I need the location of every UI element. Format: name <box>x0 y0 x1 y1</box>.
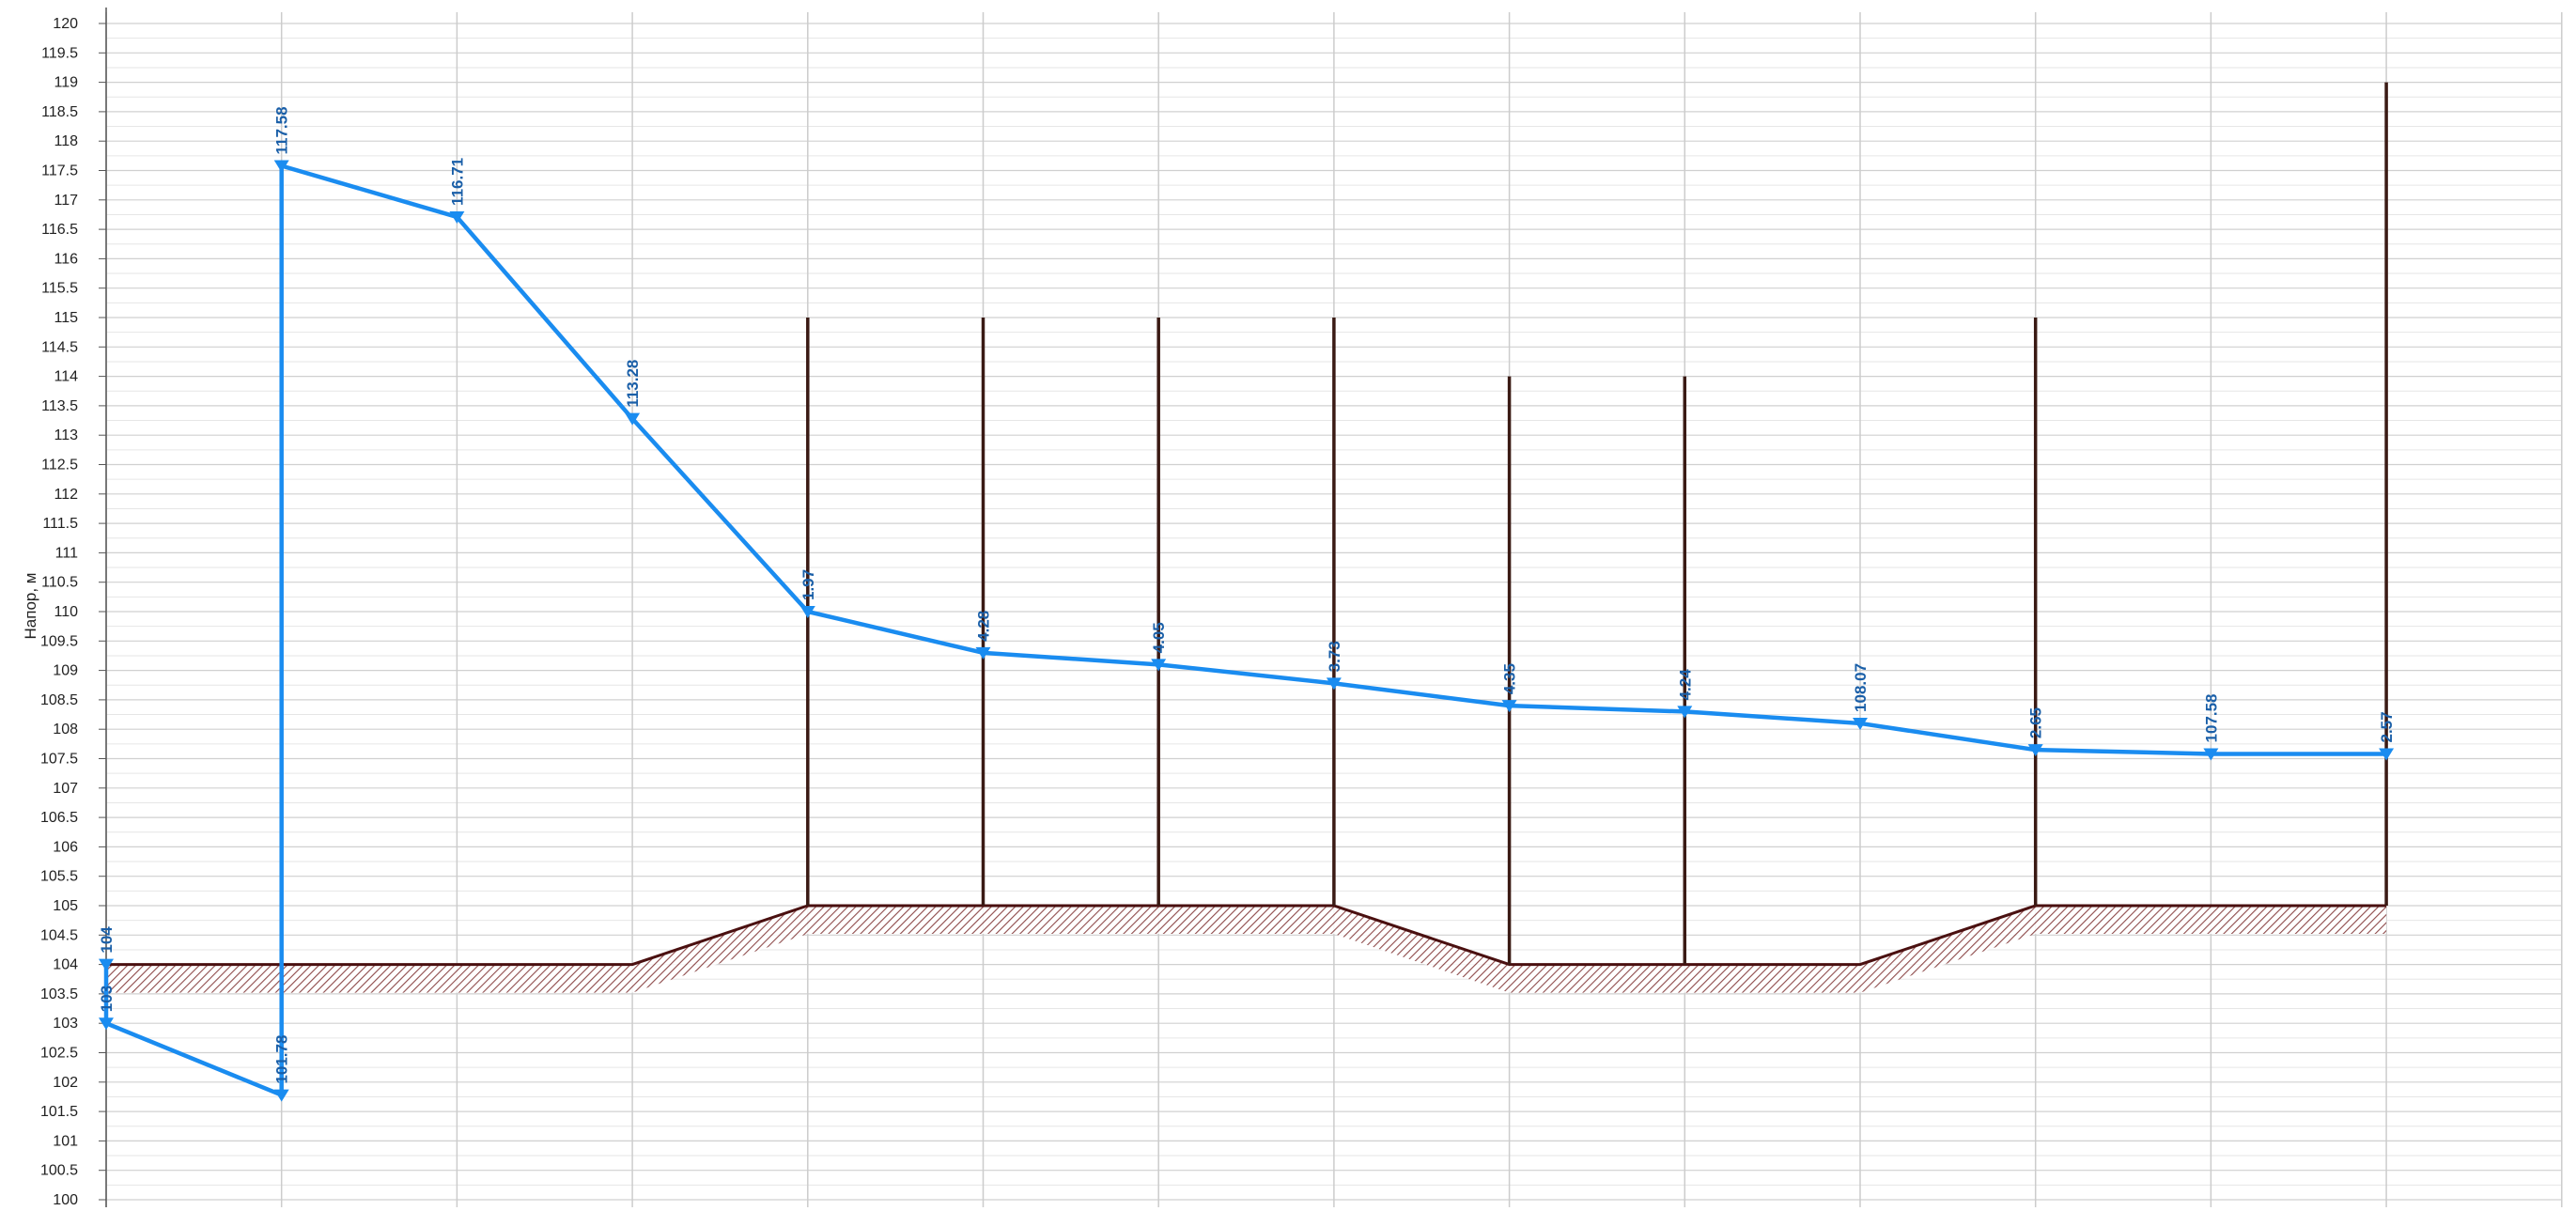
y-tick-label: 106.5 <box>40 810 78 826</box>
y-tick-label: 117.5 <box>41 163 78 179</box>
y-tick-label: 101.5 <box>40 1104 78 1120</box>
head-point-label: 107.58 <box>2202 693 2220 742</box>
ground-hatch <box>106 906 2387 993</box>
y-tick-label: 102 <box>53 1075 78 1091</box>
y-tick-label: 100.5 <box>40 1163 78 1179</box>
head-point-marker <box>2379 748 2395 761</box>
head-point-label: 4.05 <box>1150 622 1168 653</box>
head-point-label: 108.07 <box>1852 663 1870 712</box>
head-line <box>99 160 2395 1102</box>
y-tick-label: 106 <box>53 839 78 855</box>
ground-line <box>106 904 2387 967</box>
y-tick-label: 107.5 <box>40 752 78 768</box>
ground-profile <box>106 904 2387 993</box>
y-tick-label: 110.5 <box>41 575 78 591</box>
head-point-marker <box>1501 700 1517 713</box>
head-point-marker <box>273 1089 289 1102</box>
y-tick-label: 114.5 <box>41 339 78 355</box>
head-point-label: 4.35 <box>1501 663 1519 694</box>
y-tick-label: 112.5 <box>41 458 78 474</box>
head-point-marker <box>799 606 815 618</box>
y-tick-label: 111 <box>55 545 78 561</box>
y-tick-label: 119 <box>54 75 78 91</box>
y-tick-label: 111.5 <box>42 516 78 532</box>
y-tick-label: 116 <box>54 251 78 267</box>
head-point-marker <box>2203 748 2219 761</box>
y-tick-label: 103 <box>53 1016 78 1032</box>
y-tick-label: 102.5 <box>40 1046 78 1062</box>
y-tick-label: 120 <box>53 16 78 32</box>
head-point-label: 103 <box>98 986 116 1012</box>
head-point-labels: 104 103 101.78 117.58 116.71 113.28 1.97 4.28 4.… <box>98 106 2396 1083</box>
y-tick-label: 108.5 <box>40 692 78 708</box>
head-polyline <box>103 163 2387 1097</box>
y-tick-label: 112 <box>54 487 78 503</box>
y-tick-label: 109 <box>53 663 78 679</box>
y-tick-label: 117 <box>54 193 78 209</box>
grid <box>105 12 2563 1207</box>
head-point-label: 4.28 <box>975 611 993 642</box>
head-point-marker <box>1853 717 1868 730</box>
head-point-marker <box>99 958 114 971</box>
head-point-label: 116.71 <box>448 158 466 206</box>
y-tick-label: 105 <box>53 898 78 914</box>
y-tick-label: 101 <box>53 1133 78 1149</box>
head-point-marker <box>1326 677 1342 691</box>
head-point-marker <box>625 412 641 426</box>
y-tick-label: 110 <box>54 604 78 620</box>
head-point-label: 104 <box>98 926 116 954</box>
y-tick-label: 100 <box>53 1192 78 1208</box>
vertical-poles <box>806 82 2388 965</box>
head-point-label: 117.58 <box>273 106 291 154</box>
head-point-marker <box>975 646 991 660</box>
head-point-label: 101.78 <box>273 1035 291 1084</box>
y-tick-label: 113 <box>54 427 78 443</box>
y-tick-label: 116.5 <box>41 222 78 238</box>
head-point-label: 2.65 <box>2027 707 2045 738</box>
y-tick-label: 115.5 <box>41 281 78 297</box>
y-tick-label: 108 <box>53 722 78 737</box>
y-tick-label: 104.5 <box>40 927 78 943</box>
head-point-label: 4.24 <box>1676 669 1694 701</box>
y-axis: 100 100.5 101 101.5 102 102.5 103 103.5 104 104.5… <box>40 8 107 1208</box>
head-point-marker <box>2027 744 2043 757</box>
y-tick-label: 104 <box>53 957 78 973</box>
head-point-marker <box>99 1017 114 1031</box>
head-point-marker <box>1151 659 1167 672</box>
y-axis-label: Напор, м <box>22 573 39 640</box>
head-point-label: 2.57 <box>2378 711 2396 742</box>
head-point-label: 113.28 <box>624 360 642 408</box>
y-tick-label: 119.5 <box>41 45 78 61</box>
y-tick-label: 105.5 <box>40 869 78 885</box>
y-tick-label: 118 <box>54 133 78 149</box>
y-tick-label: 114 <box>54 369 78 385</box>
y-tick-label: 107 <box>53 781 78 797</box>
y-tick-label: 115 <box>54 310 78 326</box>
head-point-label: 3.73 <box>1326 641 1343 672</box>
y-tick-label: 109.5 <box>40 633 78 649</box>
head-point-marker <box>1677 706 1693 719</box>
head-point-marker <box>273 160 289 173</box>
y-tick-label: 103.5 <box>40 986 78 1002</box>
head-point-marker <box>449 210 465 224</box>
y-tick-label: 113.5 <box>41 398 78 414</box>
y-tick-label: 118.5 <box>41 104 78 120</box>
head-point-label: 1.97 <box>799 569 817 600</box>
